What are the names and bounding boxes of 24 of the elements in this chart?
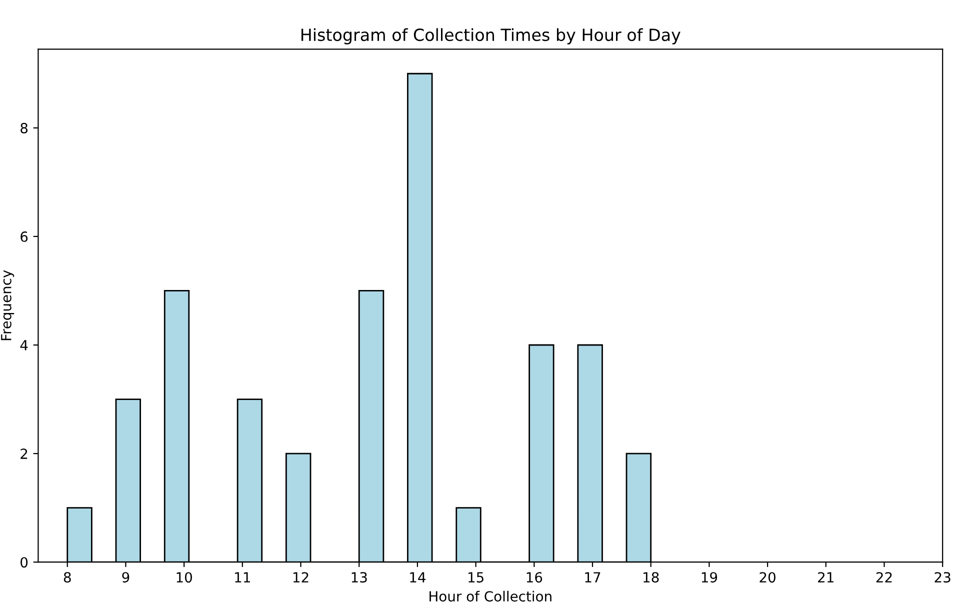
y-tick-label: 8 [20, 122, 28, 134]
x-tick-label: 12 [293, 572, 308, 582]
y-tick-label: 0 [20, 557, 28, 568]
x-axis-title: Hour of Collection [430, 590, 552, 602]
y-tick-label: 4 [20, 340, 28, 350]
chart-title: Histogram of Collection Times by Hour of Day [301, 28, 680, 44]
x-tick-label: 13 [352, 572, 367, 583]
x-tick-label: 20 [760, 572, 776, 583]
x-tick-label: 19 [702, 572, 718, 583]
x-tick-label: 14 [410, 572, 426, 582]
x-tick-label: 17 [585, 572, 600, 582]
x-tick-label: 10 [176, 572, 192, 583]
y-axis-title: Frequency [1, 270, 14, 340]
x-tick-label: 23 [934, 572, 950, 583]
y-tick-label: 2 [20, 448, 28, 459]
y-tick-label: 6 [20, 231, 28, 242]
x-tick-label: 9 [122, 572, 130, 583]
x-tick-label: 18 [644, 572, 659, 583]
x-tick-label: 22 [876, 572, 892, 582]
x-tick-label: 21 [818, 572, 834, 582]
x-tick-label: 15 [468, 572, 484, 583]
x-tick-label: 11 [235, 572, 250, 582]
x-tick-label: 16 [526, 572, 542, 583]
x-tick-label: 8 [64, 572, 71, 583]
